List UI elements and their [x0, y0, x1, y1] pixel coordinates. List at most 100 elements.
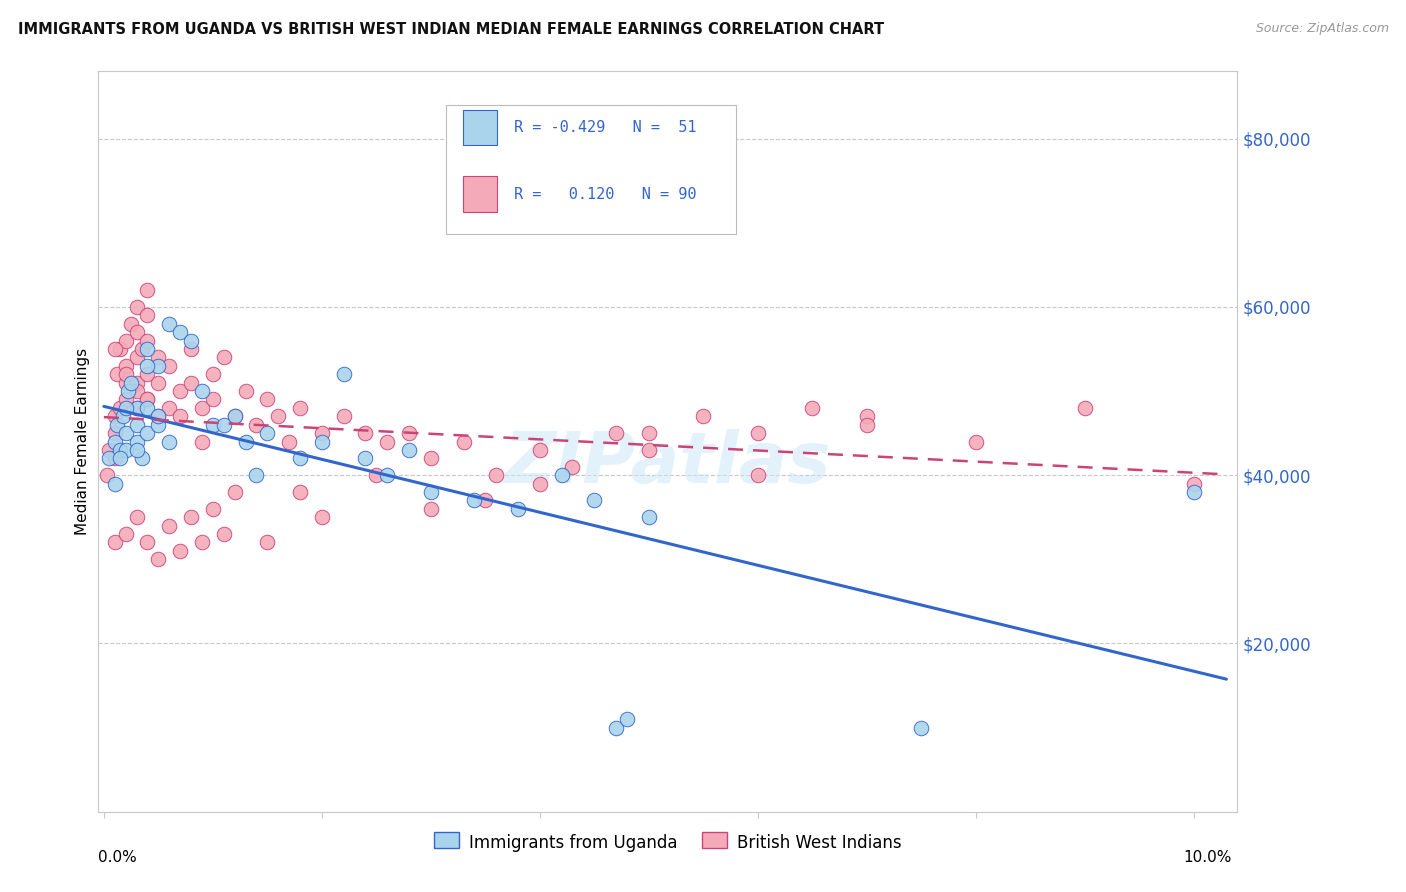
- British West Indians: [136, 392, 159, 407]
- British West Indians: [855, 409, 877, 424]
- British West Indians: [114, 392, 136, 407]
- British West Indians: [485, 468, 508, 483]
- Immigrants from Uganda: [112, 409, 135, 424]
- Immigrants from Uganda: [148, 359, 170, 373]
- British West Indians: [136, 535, 159, 549]
- Immigrants from Uganda: [224, 409, 246, 424]
- British West Indians: [561, 459, 583, 474]
- British West Indians: [120, 317, 142, 331]
- British West Indians: [157, 518, 180, 533]
- Text: R = -0.429   N =  51: R = -0.429 N = 51: [515, 120, 696, 135]
- British West Indians: [104, 409, 127, 424]
- British West Indians: [692, 409, 714, 424]
- Immigrants from Uganda: [419, 485, 441, 500]
- British West Indians: [148, 376, 170, 390]
- British West Indians: [311, 426, 333, 441]
- British West Indians: [136, 334, 159, 348]
- British West Indians: [637, 442, 659, 457]
- Immigrants from Uganda: [332, 368, 354, 382]
- British West Indians: [311, 510, 333, 524]
- British West Indians: [180, 342, 202, 356]
- Text: 10.0%: 10.0%: [1184, 849, 1232, 864]
- Immigrants from Uganda: [125, 434, 148, 449]
- Immigrants from Uganda: [125, 417, 148, 432]
- British West Indians: [419, 451, 441, 466]
- Text: ZIPatlas: ZIPatlas: [505, 429, 831, 499]
- British West Indians: [212, 527, 235, 541]
- Immigrants from Uganda: [98, 451, 121, 466]
- British West Indians: [157, 359, 180, 373]
- Immigrants from Uganda: [506, 501, 529, 516]
- Immigrants from Uganda: [131, 451, 153, 466]
- British West Indians: [332, 409, 354, 424]
- Immigrants from Uganda: [616, 712, 638, 726]
- British West Indians: [801, 401, 824, 415]
- British West Indians: [148, 351, 170, 365]
- Immigrants from Uganda: [354, 451, 377, 466]
- British West Indians: [747, 468, 769, 483]
- British West Indians: [375, 434, 398, 449]
- British West Indians: [169, 544, 191, 558]
- British West Indians: [96, 468, 118, 483]
- British West Indians: [157, 401, 180, 415]
- British West Indians: [114, 376, 136, 390]
- British West Indians: [245, 417, 267, 432]
- British West Indians: [354, 426, 377, 441]
- British West Indians: [136, 392, 159, 407]
- Immigrants from Uganda: [245, 468, 267, 483]
- Immigrants from Uganda: [157, 434, 180, 449]
- Immigrants from Uganda: [235, 434, 257, 449]
- Legend: Immigrants from Uganda, British West Indians: Immigrants from Uganda, British West Ind…: [427, 828, 908, 859]
- Text: 0.0%: 0.0%: [98, 849, 138, 864]
- British West Indians: [110, 342, 132, 356]
- FancyBboxPatch shape: [446, 104, 737, 235]
- Immigrants from Uganda: [375, 468, 398, 483]
- British West Indians: [965, 434, 987, 449]
- Immigrants from Uganda: [125, 401, 148, 415]
- British West Indians: [104, 342, 127, 356]
- Immigrants from Uganda: [125, 442, 148, 457]
- Immigrants from Uganda: [191, 384, 214, 398]
- Immigrants from Uganda: [583, 493, 606, 508]
- British West Indians: [125, 384, 148, 398]
- British West Indians: [855, 417, 877, 432]
- Immigrants from Uganda: [311, 434, 333, 449]
- Immigrants from Uganda: [1182, 485, 1205, 500]
- British West Indians: [256, 535, 278, 549]
- British West Indians: [453, 434, 475, 449]
- British West Indians: [1182, 476, 1205, 491]
- Immigrants from Uganda: [288, 451, 311, 466]
- British West Indians: [136, 368, 159, 382]
- British West Indians: [104, 426, 127, 441]
- British West Indians: [136, 283, 159, 297]
- British West Indians: [191, 535, 214, 549]
- British West Indians: [114, 527, 136, 541]
- British West Indians: [148, 552, 170, 566]
- British West Indians: [278, 434, 301, 449]
- Immigrants from Uganda: [212, 417, 235, 432]
- British West Indians: [212, 351, 235, 365]
- British West Indians: [398, 426, 420, 441]
- British West Indians: [201, 501, 224, 516]
- British West Indians: [104, 451, 127, 466]
- British West Indians: [191, 434, 214, 449]
- Text: Source: ZipAtlas.com: Source: ZipAtlas.com: [1256, 22, 1389, 36]
- British West Indians: [747, 426, 769, 441]
- British West Indians: [256, 392, 278, 407]
- Immigrants from Uganda: [110, 442, 132, 457]
- British West Indians: [637, 426, 659, 441]
- British West Indians: [131, 342, 153, 356]
- Immigrants from Uganda: [550, 468, 572, 483]
- Immigrants from Uganda: [637, 510, 659, 524]
- Immigrants from Uganda: [136, 359, 159, 373]
- British West Indians: [1073, 401, 1095, 415]
- FancyBboxPatch shape: [463, 110, 498, 145]
- Immigrants from Uganda: [605, 721, 627, 735]
- British West Indians: [114, 334, 136, 348]
- Text: IMMIGRANTS FROM UGANDA VS BRITISH WEST INDIAN MEDIAN FEMALE EARNINGS CORRELATION: IMMIGRANTS FROM UGANDA VS BRITISH WEST I…: [18, 22, 884, 37]
- Immigrants from Uganda: [398, 442, 420, 457]
- British West Indians: [201, 392, 224, 407]
- Immigrants from Uganda: [201, 417, 224, 432]
- British West Indians: [474, 493, 496, 508]
- British West Indians: [125, 351, 148, 365]
